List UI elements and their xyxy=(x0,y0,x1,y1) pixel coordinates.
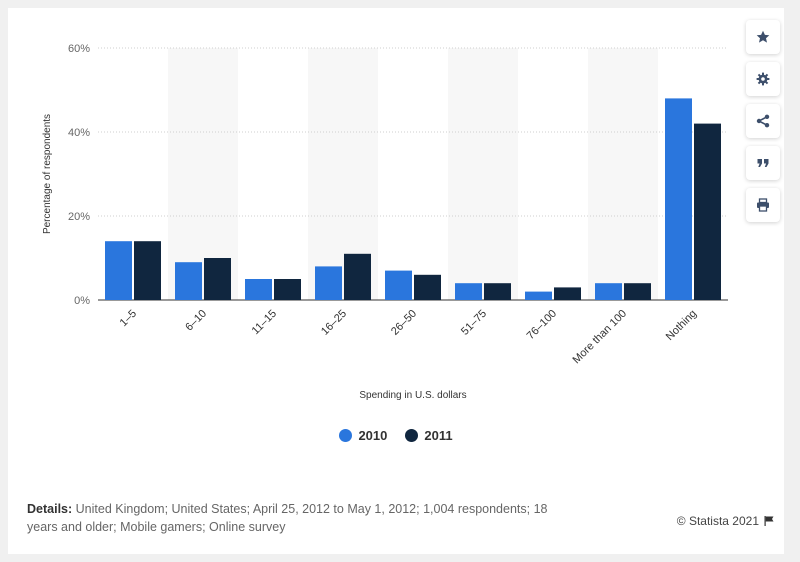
bar-2010-2 xyxy=(245,279,272,300)
share-button[interactable] xyxy=(746,104,780,138)
bar-2011-6 xyxy=(554,287,581,300)
print-icon xyxy=(757,198,769,212)
print-button[interactable] xyxy=(746,188,780,222)
x-tick-label: 76–100 xyxy=(525,308,559,342)
quote-icon xyxy=(757,159,769,167)
bar-2010-1 xyxy=(175,262,202,300)
legend-label-2010: 2010 xyxy=(358,428,388,443)
bar-2011-8 xyxy=(694,123,721,300)
band-bg xyxy=(448,48,518,300)
chart-card: 0% 20% 40% 60% 1–5 6–10 11–15 16–25 26–50 51–75 76… xyxy=(8,8,784,554)
bar-2011-7 xyxy=(624,283,651,300)
bar-2011-5 xyxy=(484,283,511,300)
flag-icon xyxy=(764,516,774,526)
legend-swatch-2011 xyxy=(405,429,419,442)
cite-button[interactable] xyxy=(746,146,780,180)
credit[interactable]: © Statista 2021 xyxy=(677,514,774,528)
bar-2011-1 xyxy=(204,258,231,300)
y-tick-label: 40% xyxy=(68,127,90,139)
details-label: Details: xyxy=(27,502,73,516)
bar-2011-4 xyxy=(414,274,441,300)
share-icon xyxy=(756,114,770,128)
bar-2011-0 xyxy=(134,241,161,300)
x-tick-label: 11–15 xyxy=(250,308,280,338)
band-bg xyxy=(588,48,658,300)
y-tick-label: 20% xyxy=(68,211,90,223)
favorite-button[interactable] xyxy=(746,20,780,54)
details-text: Details: United Kingdom; United States; … xyxy=(27,500,567,536)
legend-item-2011[interactable]: 2011 xyxy=(405,428,453,443)
bar-2011-2 xyxy=(274,279,301,300)
toolbar xyxy=(746,20,780,222)
y-axis-title: Percentage of respondents xyxy=(42,114,53,234)
legend: 2010 2011 xyxy=(8,428,784,443)
legend-swatch-2010 xyxy=(339,429,353,442)
bar-chart: 0% 20% 40% 60% 1–5 6–10 11–15 16–25 26–50 51–75 76… xyxy=(42,43,728,401)
star-icon xyxy=(756,30,770,43)
details-body: United Kingdom; United States; April 25,… xyxy=(27,502,548,534)
bar-2010-4 xyxy=(385,270,412,300)
x-tick-label: More than 100 xyxy=(570,308,629,367)
bar-2010-3 xyxy=(315,266,342,300)
bar-2010-7 xyxy=(595,283,622,300)
credit-text: © Statista 2021 xyxy=(676,514,759,528)
bar-2010-6 xyxy=(525,291,552,300)
x-tick-label: 6–10 xyxy=(183,308,209,334)
bar-2010-8 xyxy=(665,98,692,301)
x-tick-label: 26–50 xyxy=(389,308,419,338)
y-tick-label: 0% xyxy=(74,295,90,307)
settings-button[interactable] xyxy=(746,62,780,96)
bar-2011-3 xyxy=(344,253,371,300)
x-tick-label: 51–75 xyxy=(459,308,489,338)
legend-label-2011: 2011 xyxy=(424,428,453,443)
gear-icon xyxy=(756,72,770,86)
bar-2010-5 xyxy=(455,283,482,300)
x-tick-label: Nothing xyxy=(664,308,699,343)
x-axis-title: Spending in U.S. dollars xyxy=(359,390,466,401)
y-tick-label: 60% xyxy=(68,43,90,55)
legend-item-2010[interactable]: 2010 xyxy=(339,428,387,443)
x-tick-label: 16–25 xyxy=(319,308,349,338)
bar-2010-0 xyxy=(105,241,132,300)
x-tick-label: 1–5 xyxy=(118,308,139,329)
